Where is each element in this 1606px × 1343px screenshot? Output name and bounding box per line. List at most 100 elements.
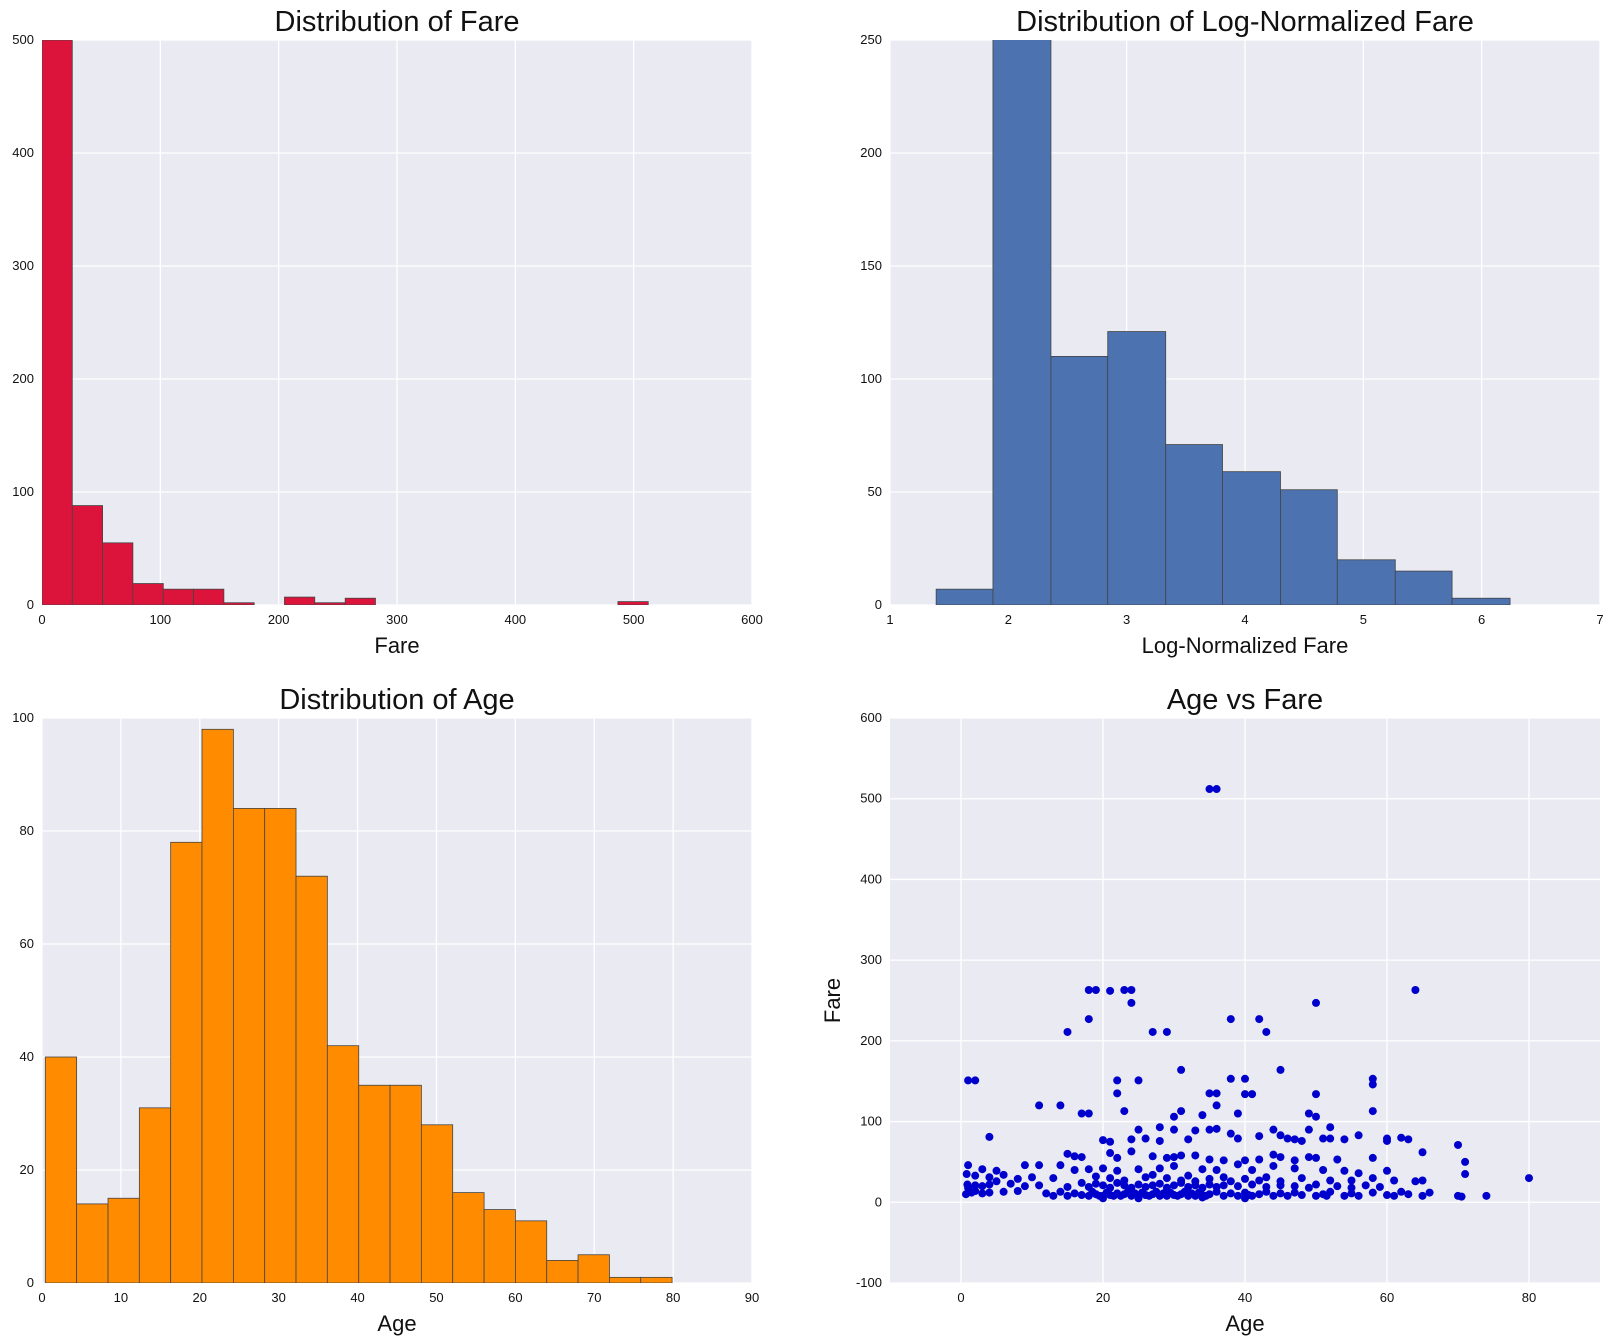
scatter-point xyxy=(1297,1174,1306,1183)
scatter-point xyxy=(1205,1089,1214,1098)
scatter-point xyxy=(1070,1166,1079,1174)
scatter-point xyxy=(985,1180,994,1189)
scatter-point xyxy=(1077,1109,1086,1118)
histogram-bar xyxy=(617,601,649,605)
scatter-point xyxy=(1226,1129,1235,1138)
histogram-bar xyxy=(420,1124,454,1283)
scatter-point xyxy=(1177,1065,1186,1074)
x-tick-label: 200 xyxy=(268,612,290,627)
scatter-point xyxy=(1241,1090,1249,1099)
scatter-point xyxy=(1304,1109,1313,1118)
x-tick-label: 5 xyxy=(1360,612,1367,627)
chart-marks xyxy=(42,40,649,605)
scatter-point xyxy=(1219,1191,1228,1200)
scatter-point xyxy=(1226,1177,1235,1186)
scatter-point xyxy=(971,1181,980,1190)
scatter-point xyxy=(1340,1191,1349,1200)
scatter-point xyxy=(1262,1027,1271,1036)
scatter-point xyxy=(1241,1156,1249,1165)
scatter-point xyxy=(1020,1161,1029,1170)
scatter-point xyxy=(1013,1174,1022,1183)
chart-marks xyxy=(935,40,1511,605)
scatter-point xyxy=(1177,1151,1186,1160)
scatter-point xyxy=(1191,1126,1200,1135)
scatter-point xyxy=(1077,1153,1086,1162)
x-tick-label: 60 xyxy=(508,1290,522,1305)
scatter-point xyxy=(1454,1140,1462,1149)
scatter-point xyxy=(1312,1180,1320,1189)
scatter-point xyxy=(1056,1187,1065,1196)
x-tick-label: 70 xyxy=(587,1290,601,1305)
y-tick-label: 600 xyxy=(860,710,882,725)
scatter-point xyxy=(1184,1135,1193,1144)
scatter-point xyxy=(978,1189,987,1198)
scatter-point xyxy=(1383,1191,1391,1200)
y-tick-label: 80 xyxy=(20,823,34,838)
y-tick-label: 100 xyxy=(860,1114,882,1129)
scatter-point xyxy=(1084,1015,1093,1024)
x-tick-label: 6 xyxy=(1478,612,1485,627)
histogram-bar xyxy=(314,602,346,605)
scatter-point xyxy=(1312,1153,1320,1162)
scatter-point xyxy=(1170,1181,1178,1190)
histogram-bar xyxy=(640,1276,673,1283)
scatter-point xyxy=(1375,1182,1384,1191)
histogram-bar xyxy=(1394,570,1453,605)
scatter-point xyxy=(1368,1080,1377,1089)
scatter-point xyxy=(1212,1089,1221,1098)
scatter-point xyxy=(964,1076,973,1085)
scatter-point xyxy=(1091,1179,1100,1188)
scatter-point xyxy=(1354,1131,1363,1140)
histogram-bar xyxy=(546,1260,579,1283)
scatter-point xyxy=(1255,1155,1264,1164)
scatter-point xyxy=(978,1165,987,1174)
scatter-point xyxy=(1368,1174,1377,1183)
scatter-point xyxy=(1312,1112,1320,1121)
x-tick-label: 50 xyxy=(429,1290,443,1305)
histogram-bar xyxy=(935,588,994,605)
scatter-point xyxy=(1269,1191,1278,1200)
scatter-point xyxy=(1219,1173,1228,1182)
histogram-bar xyxy=(452,1192,485,1283)
scatter-point xyxy=(1255,1190,1264,1199)
scatter-point xyxy=(1106,1174,1115,1183)
scatter-point xyxy=(1383,1136,1391,1145)
scatter-point xyxy=(1162,1027,1171,1036)
scatter-point xyxy=(971,1186,980,1195)
x-tick-label: 40 xyxy=(1238,1290,1252,1305)
histogram-bar xyxy=(162,588,194,605)
histogram-bar xyxy=(44,1056,78,1283)
scatter-point xyxy=(1084,986,1093,995)
histogram-bar xyxy=(107,1197,140,1283)
y-tick-label: 250 xyxy=(860,32,882,47)
scatter-point xyxy=(1134,1180,1143,1189)
scatter-point xyxy=(1233,1160,1242,1169)
scatter-point xyxy=(1077,1191,1086,1200)
scatter-point xyxy=(1418,1148,1427,1157)
scatter-point xyxy=(1127,1135,1136,1144)
scatter-point xyxy=(1106,986,1115,995)
scatter-point xyxy=(1347,1183,1356,1192)
scatter-point xyxy=(1170,1161,1178,1170)
scatter-point xyxy=(1212,1124,1221,1133)
scatter-point xyxy=(1198,1193,1207,1202)
scatter-point xyxy=(1390,1176,1399,1185)
scatter-point xyxy=(985,1132,994,1141)
histogram-bar xyxy=(223,602,255,605)
scatter-point xyxy=(1205,1180,1214,1189)
scatter-point xyxy=(1084,1109,1093,1118)
scatter-point xyxy=(1354,1191,1363,1200)
y-tick-label: 400 xyxy=(860,871,882,886)
scatter-point xyxy=(1212,1166,1221,1174)
scatter-point xyxy=(1233,1109,1242,1118)
scatter-point xyxy=(1042,1189,1051,1198)
scatter-point xyxy=(1035,1181,1044,1190)
scatter-point xyxy=(1326,1176,1335,1185)
scatter-point xyxy=(1063,1027,1072,1036)
y-tick-label: 200 xyxy=(860,145,882,160)
scatter-point xyxy=(1162,1153,1171,1162)
scatter-point xyxy=(1056,1161,1065,1170)
scatter-point xyxy=(971,1076,980,1085)
histogram-bar xyxy=(1165,444,1223,605)
scatter-point xyxy=(985,1173,994,1182)
